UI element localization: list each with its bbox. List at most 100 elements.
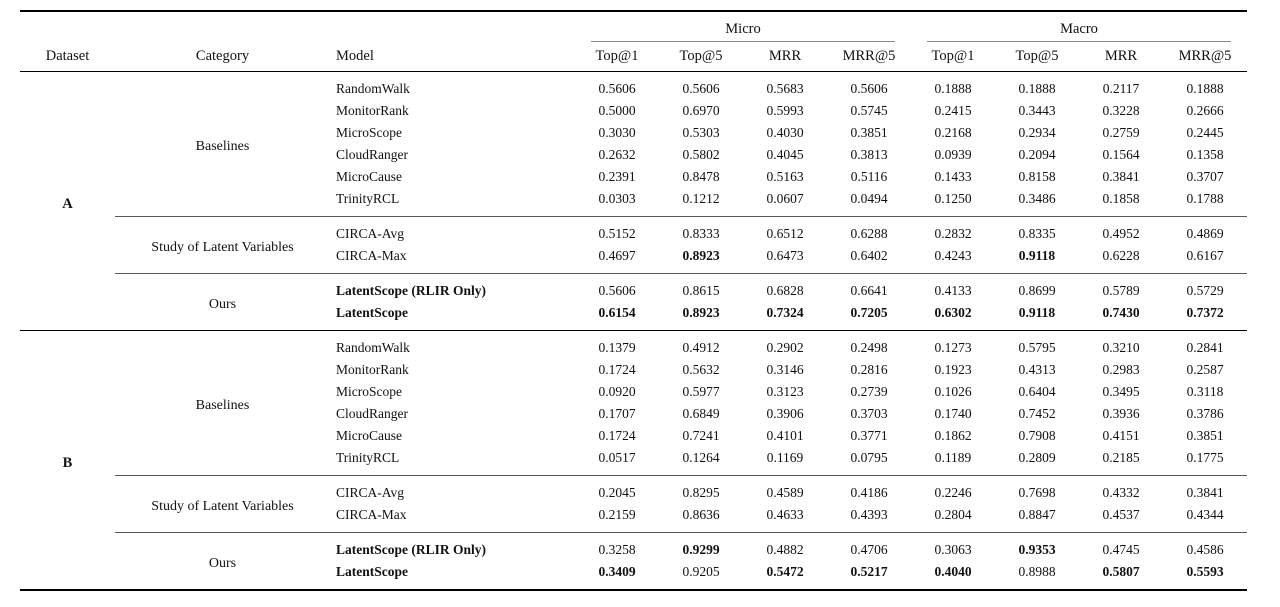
table-row: CIRCA-Max 0.2159 0.8636 0.4633 0.4393 0.2804 0… (20, 504, 1247, 533)
metric-value: 0.3786 (1186, 406, 1224, 421)
metric-value: 0.3813 (850, 147, 888, 162)
metric-value: 0.8923 (682, 248, 720, 263)
metric-value: 0.5802 (682, 147, 720, 162)
table-row: Ours LatentScope (RLIR Only) 0.3258 0.9299 0… (20, 532, 1248, 590)
metric-value: 0.3851 (850, 125, 888, 140)
model-name: RandomWalk (336, 81, 410, 96)
metric-value: 0.2168 (934, 125, 972, 140)
metric-value: 0.4589 (743, 475, 827, 504)
metric-value: 0.7430 (1102, 305, 1140, 320)
metric-value: 0.1888 (1186, 81, 1224, 96)
metric-value: 0.5163 (766, 169, 804, 184)
category-column-header: Category (115, 42, 330, 72)
table-row: MicroCause 0.2391 0.8478 0.5163 0.5116 0.1433… (20, 166, 1247, 188)
metric-value: 0.8923 (682, 305, 720, 320)
metric-value: 0.6641 (827, 273, 911, 302)
metric-value: 0.2185 (1102, 450, 1140, 465)
header-spacer (20, 11, 575, 42)
metric-value: 0.6404 (1018, 384, 1056, 399)
metric-value: 0.2816 (850, 362, 888, 377)
metric-value: 0.2934 (1018, 125, 1056, 140)
category-label: Ours (115, 532, 330, 590)
micro-group-header: Micro (575, 11, 911, 42)
metric-value: 0.1189 (934, 450, 972, 465)
metric-value: 0.9299 (659, 532, 743, 561)
metric-value: 0.3409 (598, 564, 636, 579)
metric-value: 0.1250 (934, 191, 972, 206)
metric-value: 0.8333 (659, 216, 743, 245)
metric-value: 0.5977 (682, 384, 720, 399)
metric-value: 0.2094 (1018, 147, 1056, 162)
metric-value: 0.3936 (1102, 406, 1140, 421)
macro-top1-header: Top@1 (911, 42, 995, 72)
table-row: CloudRanger 0.1707 0.6849 0.3906 0.3703 0.174… (20, 403, 1247, 425)
metric-value: 0.1212 (682, 191, 720, 206)
macro-group-label: Macro (927, 20, 1232, 42)
table-row: TrinityRCL 0.0517 0.1264 0.1169 0.0795 0.1189… (20, 447, 1247, 476)
model-name: MicroScope (336, 125, 402, 140)
metric-value: 0.8295 (659, 475, 743, 504)
model-name: CIRCA-Max (336, 248, 407, 263)
metric-value: 0.0939 (934, 147, 972, 162)
metric-value: 0.5632 (682, 362, 720, 377)
table-row: A Baselines RandomWalk 0.5606 0.5606 0.5683 0.… (20, 72, 1247, 212)
metric-value: 0.0303 (598, 191, 636, 206)
metric-value: 0.5116 (850, 169, 888, 184)
metric-value: 0.5606 (850, 81, 888, 96)
table-row: MicroScope 0.3030 0.5303 0.4030 0.3851 0.2168… (20, 122, 1247, 144)
metric-value: 0.2045 (575, 475, 659, 504)
metric-value: 0.3443 (1018, 103, 1056, 118)
metric-value: 0.2739 (850, 384, 888, 399)
metric-value: 0.2832 (911, 216, 995, 245)
metric-value: 0.4151 (1102, 428, 1140, 443)
metric-value: 0.5000 (598, 103, 636, 118)
metric-value: 0.5745 (850, 103, 888, 118)
metric-value: 0.1707 (598, 406, 636, 421)
model-name: MonitorRank (336, 103, 409, 118)
metric-value: 0.3030 (598, 125, 636, 140)
metric-value: 0.3841 (1163, 475, 1248, 504)
metric-value: 0.2246 (911, 475, 995, 504)
category-label: Ours (115, 273, 330, 331)
metric-value: 0.5606 (598, 81, 636, 96)
metric-value: 0.4745 (1079, 532, 1163, 561)
table-row: CIRCA-Max 0.4697 0.8923 0.6473 0.6402 0.4243 0… (20, 245, 1247, 274)
model-name: TrinityRCL (336, 191, 400, 206)
metric-value: 0.4912 (659, 330, 743, 359)
table-row: Study of Latent Variables CIRCA-Avg 0.2045… (20, 475, 1248, 533)
table-row: MonitorRank 0.1724 0.5632 0.3146 0.2816 0.192… (20, 359, 1247, 381)
metric-value: 0.2841 (1163, 330, 1248, 359)
metric-value: 0.3707 (1186, 169, 1224, 184)
metric-value: 0.4332 (1079, 475, 1163, 504)
metric-value: 0.4243 (934, 248, 972, 263)
metric-value: 0.3146 (766, 362, 804, 377)
metric-value: 0.9118 (1018, 248, 1056, 263)
table-row: B Baselines RandomWalk 0.1379 0.4912 0.2902 0.… (20, 330, 1248, 590)
metric-value: 0.1775 (1186, 450, 1224, 465)
metric-value: 0.7372 (1186, 305, 1224, 320)
model-name: TrinityRCL (336, 450, 400, 465)
metric-value: 0.3486 (1018, 191, 1056, 206)
metric-value: 0.4313 (1018, 362, 1056, 377)
metric-value: 0.3210 (1079, 330, 1163, 359)
metric-value: 0.1862 (934, 428, 972, 443)
metric-value: 0.3495 (1102, 384, 1140, 399)
macro-group-header: Macro (911, 11, 1247, 42)
metric-value: 0.2632 (598, 147, 636, 162)
metric-value: 0.6228 (1102, 248, 1140, 263)
micro-mrr5-header: MRR@5 (827, 42, 911, 72)
metric-value: 0.5152 (575, 216, 659, 245)
metric-value: 0.6154 (598, 305, 636, 320)
category-label: Baselines (195, 139, 250, 154)
metric-value: 0.8478 (682, 169, 720, 184)
metric-value: 0.0920 (598, 384, 636, 399)
metric-value: 0.3771 (850, 428, 888, 443)
metric-value: 0.3906 (766, 406, 804, 421)
metric-value: 0.4030 (766, 125, 804, 140)
model-name: MicroCause (336, 169, 402, 184)
metric-value: 0.2159 (598, 507, 636, 522)
metric-value: 0.1923 (934, 362, 972, 377)
metric-value: 0.1358 (1186, 147, 1224, 162)
metric-value: 0.5683 (766, 81, 804, 96)
metric-value: 0.6970 (682, 103, 720, 118)
